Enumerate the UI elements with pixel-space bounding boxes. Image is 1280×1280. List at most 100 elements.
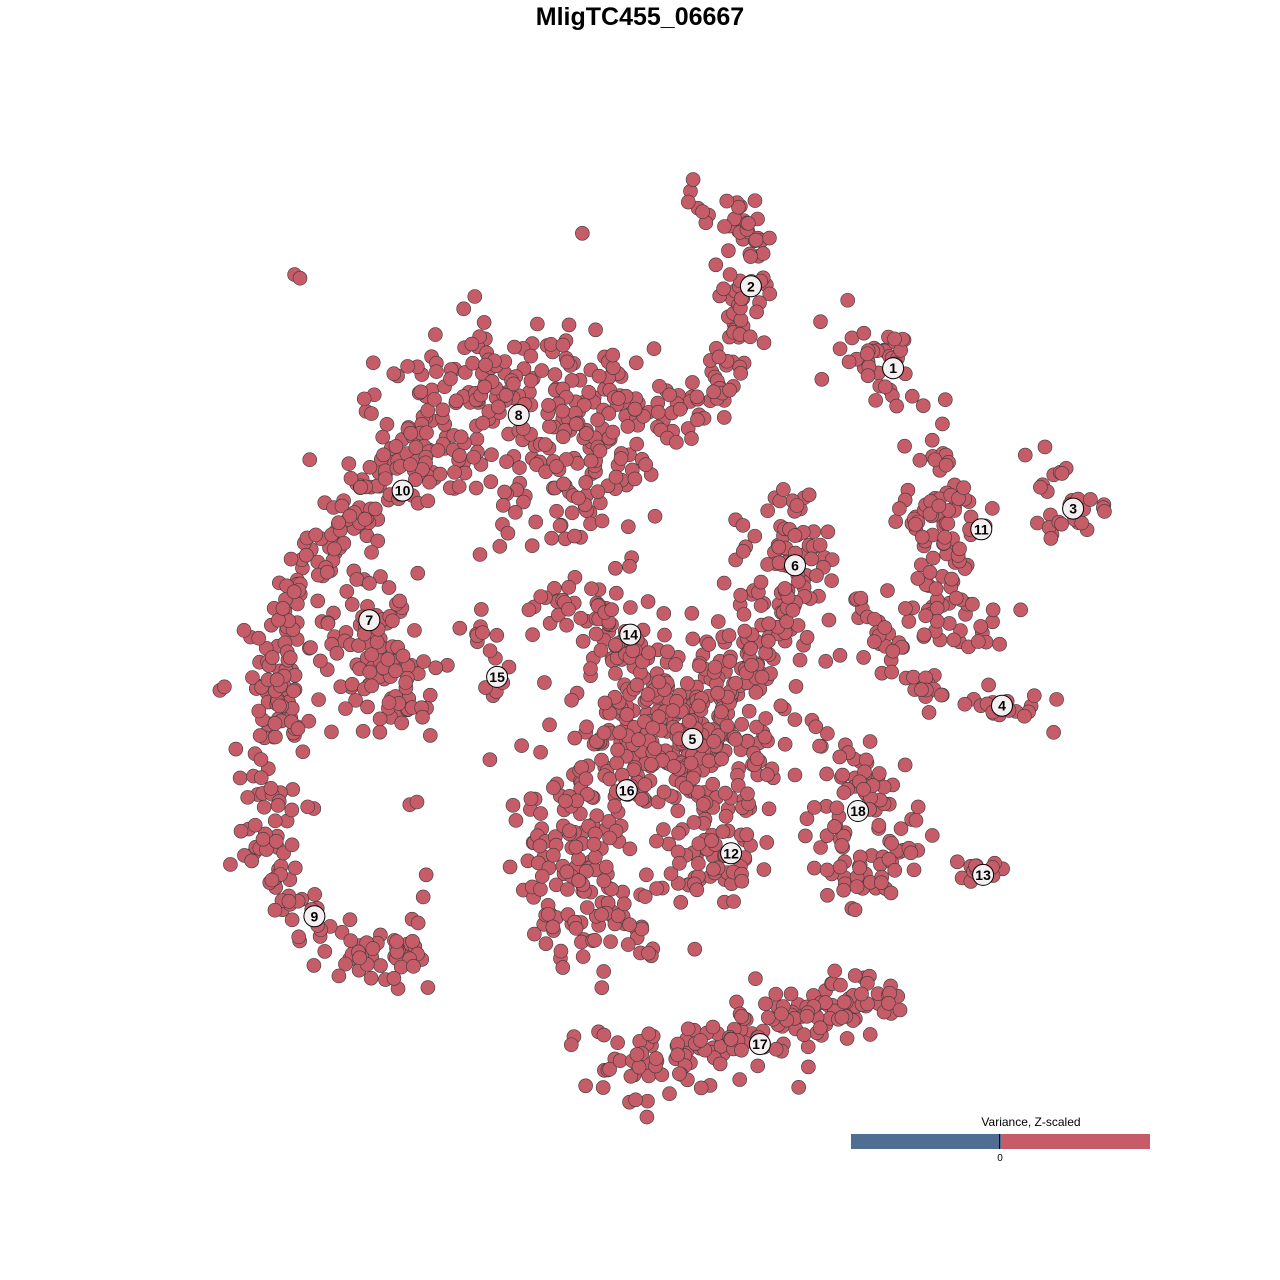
- data-point: [587, 932, 603, 948]
- data-point: [1017, 708, 1032, 724]
- data-point: [420, 980, 436, 995]
- data-point: [546, 780, 561, 796]
- data-point: [641, 645, 656, 661]
- data-point: [669, 435, 684, 450]
- data-point: [579, 900, 595, 915]
- data-point: [569, 416, 584, 432]
- data-point: [639, 1109, 655, 1125]
- data-point: [629, 436, 644, 452]
- cluster-label-badge: [681, 728, 704, 750]
- data-point: [691, 658, 707, 674]
- data-point: [505, 798, 521, 813]
- cluster-label-text: 12: [723, 845, 739, 861]
- data-point: [773, 698, 789, 714]
- data-point: [651, 674, 667, 690]
- data-point: [666, 759, 682, 774]
- data-point: [555, 337, 571, 353]
- data-point: [820, 888, 835, 903]
- data-point: [580, 786, 595, 802]
- data-point: [523, 791, 539, 807]
- data-point: [785, 602, 801, 618]
- data-point: [985, 501, 1000, 516]
- data-point: [286, 584, 302, 600]
- data-point: [868, 393, 883, 408]
- data-point: [771, 555, 787, 571]
- data-point: [924, 432, 940, 448]
- cluster-label-14: 14: [619, 623, 642, 646]
- data-point: [528, 514, 544, 530]
- data-point: [893, 821, 909, 836]
- data-point: [284, 802, 300, 818]
- data-point: [774, 1006, 789, 1022]
- data-point: [777, 736, 793, 752]
- data-point: [748, 232, 764, 248]
- data-point: [735, 518, 751, 533]
- data-point: [567, 730, 583, 746]
- data-point: [638, 457, 654, 472]
- data-point: [732, 1072, 748, 1087]
- data-point: [516, 494, 531, 510]
- cluster-label-text: 13: [975, 867, 991, 883]
- data-point: [236, 623, 252, 638]
- data-point: [1097, 504, 1112, 519]
- data-point: [373, 958, 388, 973]
- data-point: [355, 723, 371, 739]
- data-point: [691, 836, 707, 851]
- data-point: [386, 366, 402, 381]
- cluster-label-text: 2: [747, 278, 755, 294]
- cluster-label-badge: [615, 779, 638, 802]
- data-point: [629, 1047, 645, 1062]
- data-point: [372, 724, 388, 740]
- data-point: [564, 373, 580, 388]
- legend-title: Variance, Z-scaled: [981, 1115, 1081, 1129]
- data-point: [818, 654, 834, 669]
- data-point: [880, 583, 895, 598]
- data-point: [750, 1058, 766, 1074]
- data-point: [310, 593, 326, 609]
- data-point: [733, 366, 748, 381]
- data-point: [430, 443, 446, 458]
- data-point: [687, 941, 703, 957]
- data-point: [887, 331, 902, 347]
- data-point: [924, 828, 940, 843]
- data-point: [456, 301, 471, 317]
- data-point: [223, 857, 238, 872]
- data-point: [344, 597, 360, 612]
- data-point: [613, 451, 629, 466]
- data-point: [656, 822, 671, 837]
- data-point: [787, 767, 803, 783]
- data-point: [378, 471, 393, 487]
- data-point: [625, 643, 641, 659]
- data-point: [475, 415, 491, 431]
- data-point: [523, 373, 539, 388]
- cluster-label-text: 11: [974, 521, 989, 537]
- data-point: [877, 379, 893, 395]
- data-point: [331, 515, 346, 530]
- data-point: [596, 1027, 612, 1043]
- data-point: [783, 986, 799, 1002]
- data-point: [965, 596, 980, 612]
- data-point: [534, 868, 550, 884]
- data-point: [827, 819, 842, 834]
- data-point: [435, 402, 451, 418]
- data-point: [381, 580, 397, 595]
- data-point: [370, 533, 386, 549]
- data-point: [641, 1026, 657, 1042]
- data-point: [627, 401, 643, 417]
- cluster-label-text: 8: [515, 407, 523, 423]
- data-point: [804, 551, 819, 567]
- data-point: [464, 336, 480, 352]
- data-point: [736, 607, 752, 622]
- data-point: [368, 501, 383, 517]
- data-point: [596, 725, 612, 741]
- data-point: [685, 172, 701, 187]
- data-point: [684, 431, 699, 446]
- data-point: [546, 847, 561, 863]
- cluster-label-text: 5: [689, 731, 697, 747]
- data-point: [856, 325, 872, 341]
- data-point: [533, 744, 548, 760]
- data-point: [716, 410, 732, 425]
- data-point: [779, 614, 795, 630]
- data-point: [364, 545, 379, 560]
